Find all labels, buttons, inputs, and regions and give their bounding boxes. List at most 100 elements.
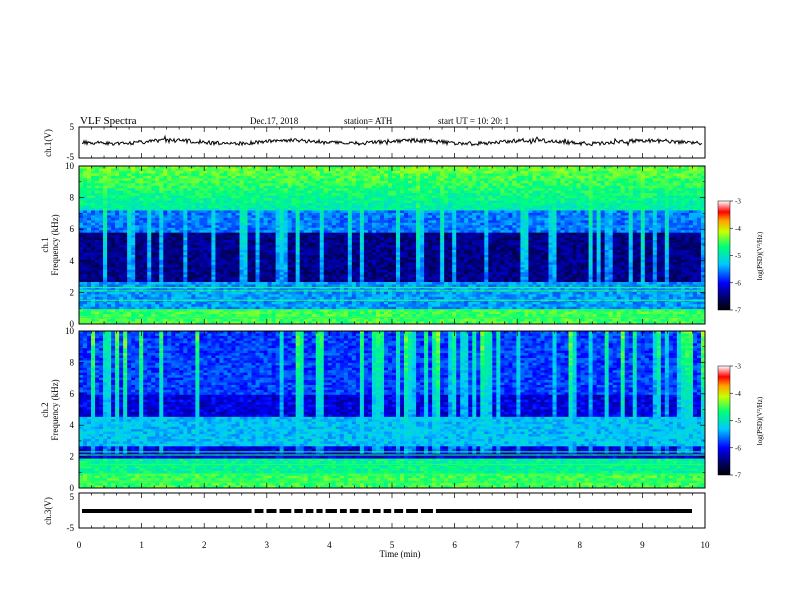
spectrogram-cell xyxy=(307,193,313,196)
spectrogram-cell xyxy=(171,212,176,216)
spectrogram-cell xyxy=(383,183,389,187)
spectrogram-cell xyxy=(279,274,284,278)
spectrogram-cell xyxy=(111,178,116,182)
spectrogram-cell xyxy=(347,272,353,275)
spectrogram-cell xyxy=(331,286,337,290)
spectrogram-cell xyxy=(159,309,164,313)
spectrogram-cell xyxy=(219,311,224,315)
spectrogram-cell xyxy=(335,207,341,211)
spectrogram-cell xyxy=(207,166,212,169)
spectrogram-cell xyxy=(243,168,248,172)
spectrogram-cell xyxy=(271,279,276,283)
spectrogram-cell xyxy=(175,220,180,224)
spectrogram-cell xyxy=(159,207,164,211)
spectrogram-cell xyxy=(243,180,248,184)
spectrogram-cell xyxy=(251,188,256,192)
spectrogram-cell xyxy=(267,311,272,315)
spectrogram-cell xyxy=(119,168,124,172)
spectrogram-cell xyxy=(227,319,232,322)
spectrogram-cell xyxy=(359,232,365,236)
spectrogram-cell xyxy=(363,232,369,236)
spectrogram-cell xyxy=(259,240,264,243)
spectrogram-cell xyxy=(335,232,341,236)
spectrogram-cell xyxy=(163,193,168,196)
spectrogram-cell xyxy=(203,257,208,261)
spectrogram-cell xyxy=(303,188,309,192)
spectrogram-cell xyxy=(339,225,345,229)
spectrogram-cell xyxy=(207,274,212,278)
spectrogram-cell xyxy=(339,188,345,192)
spectrogram-cell xyxy=(235,294,240,298)
spectrogram-cell xyxy=(191,195,196,199)
spectrogram-cell xyxy=(275,306,280,310)
spectrogram-cell xyxy=(147,242,152,246)
spectrogram-cell xyxy=(155,220,160,224)
spectrogram-cell xyxy=(155,262,160,266)
spectrogram-cell xyxy=(83,230,88,234)
spectrogram-cell xyxy=(259,262,264,266)
spectrogram-cell xyxy=(123,277,128,280)
spectrogram-cell xyxy=(287,311,293,315)
spectrogram-cell xyxy=(107,220,112,224)
spectrogram-cell xyxy=(91,190,96,194)
spectrogram-cell xyxy=(167,220,172,224)
spectrogram-cell xyxy=(247,207,252,211)
spectrogram-cell xyxy=(83,207,88,211)
spectrogram-cell xyxy=(379,173,385,177)
spectrogram-cell xyxy=(347,314,353,317)
spectrogram-cell xyxy=(247,309,252,313)
spectrogram-cell xyxy=(327,198,333,201)
spectrogram-cell xyxy=(179,220,184,224)
spectrogram-cell xyxy=(103,264,108,268)
spectrogram-cell xyxy=(123,212,128,216)
spectrogram-cell xyxy=(119,306,124,310)
spectrogram-cell xyxy=(183,227,188,231)
spectrogram-cell xyxy=(135,321,140,325)
spectrogram-cell xyxy=(343,296,349,300)
spectrogram-cell xyxy=(239,272,244,275)
spectrogram-cell xyxy=(235,269,240,273)
spectrogram-cell xyxy=(247,267,252,271)
spectrogram-cell xyxy=(179,262,184,266)
spectrogram-cell xyxy=(255,319,260,322)
spectrogram-cell xyxy=(275,254,280,258)
spectrogram-cell xyxy=(303,254,309,258)
spectrogram-cell xyxy=(279,291,284,295)
spectrogram-cell xyxy=(115,210,120,214)
spectrogram-cell xyxy=(215,319,220,322)
spectrogram-cell xyxy=(363,306,369,310)
spectrogram-cell xyxy=(271,306,276,310)
spectrogram-cell xyxy=(347,296,353,300)
spectrogram-cell xyxy=(259,230,264,234)
spectrogram-cell xyxy=(287,264,293,268)
spectrogram-cell xyxy=(315,183,321,187)
spectrogram-cell xyxy=(167,237,172,241)
spectrogram-cell xyxy=(247,247,252,251)
spectrogram-cell xyxy=(79,274,84,278)
spectrogram-cell xyxy=(171,203,176,206)
spectrogram-cell xyxy=(131,198,136,201)
spectrogram-cell xyxy=(127,284,132,288)
spectrogram-cell xyxy=(327,247,333,251)
spectrogram-cell xyxy=(279,286,284,290)
spectrogram-cell xyxy=(99,210,104,214)
spectrogram-cell xyxy=(351,264,357,268)
spectrogram-cell xyxy=(91,237,96,241)
spectrogram-cell xyxy=(103,274,108,278)
spectrogram-cell xyxy=(299,235,305,238)
spectrogram-cell xyxy=(327,227,333,231)
spectrogram-cell xyxy=(119,301,124,305)
spectrogram-cell xyxy=(171,321,176,325)
spectrogram-cell xyxy=(151,286,156,290)
spectrogram-cell xyxy=(207,215,212,219)
spectrogram-cell xyxy=(195,188,200,192)
spectrogram-cell xyxy=(119,259,124,263)
spectrogram-cell xyxy=(355,225,361,229)
spectrogram-cell xyxy=(215,257,220,261)
spectrogram-cell xyxy=(211,245,216,248)
spectrogram-cell xyxy=(231,220,236,224)
spectrogram-cell xyxy=(179,240,184,243)
spectrogram-cell xyxy=(343,220,349,224)
spectrogram-cell xyxy=(235,306,240,310)
spectrogram-cell xyxy=(275,180,280,184)
